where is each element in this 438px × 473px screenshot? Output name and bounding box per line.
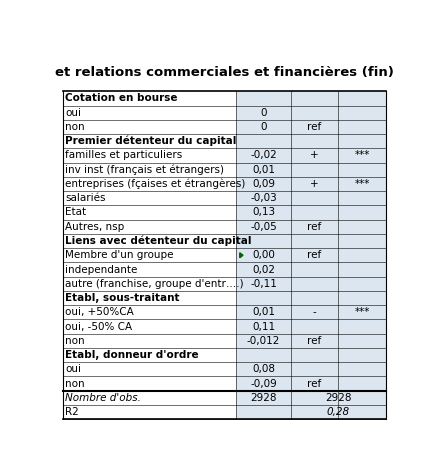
Bar (237, 163, 386, 177)
Text: +: + (310, 150, 319, 160)
Text: oui, -50% CA: oui, -50% CA (65, 322, 132, 332)
Text: 0,28: 0,28 (327, 407, 350, 417)
Text: 0,09: 0,09 (252, 179, 275, 189)
Text: 0,11: 0,11 (252, 322, 275, 332)
Text: -0,012: -0,012 (247, 336, 280, 346)
Text: Etabl, sous-traitant: Etabl, sous-traitant (65, 293, 180, 303)
Text: 0,00: 0,00 (252, 250, 275, 260)
Bar (237, 234, 386, 248)
Text: ref: ref (307, 122, 321, 132)
Text: entreprises (fçaises et étrangères): entreprises (fçaises et étrangères) (65, 179, 245, 189)
Bar (237, 91, 386, 105)
Text: autre (franchise, groupe d'entr….): autre (franchise, groupe d'entr….) (65, 279, 244, 289)
Text: oui: oui (65, 364, 81, 374)
Polygon shape (240, 253, 243, 258)
Bar (237, 277, 386, 291)
Text: 0,08: 0,08 (252, 364, 275, 374)
Bar (237, 205, 386, 219)
Text: Membre d'un groupe: Membre d'un groupe (65, 250, 173, 260)
Bar (237, 333, 386, 348)
Text: ***: *** (354, 307, 370, 317)
Bar (237, 134, 386, 149)
Bar (237, 105, 386, 120)
Text: -0,09: -0,09 (250, 378, 277, 388)
Bar (237, 248, 386, 263)
Text: +: + (310, 179, 319, 189)
Bar (237, 348, 386, 362)
Text: ***: *** (354, 150, 370, 160)
Bar (237, 319, 386, 333)
Text: independante: independante (65, 264, 137, 274)
Bar (237, 219, 386, 234)
Text: 0,01: 0,01 (252, 307, 275, 317)
Text: R2: R2 (65, 407, 79, 417)
Text: et relations commerciales et financières (fin): et relations commerciales et financières… (55, 66, 394, 79)
Text: non: non (65, 378, 85, 388)
Bar (237, 177, 386, 191)
Text: 2928: 2928 (250, 393, 277, 403)
Text: Autres, nsp: Autres, nsp (65, 222, 124, 232)
Bar (237, 291, 386, 305)
Text: Cotation en bourse: Cotation en bourse (65, 94, 177, 104)
Bar (237, 149, 386, 163)
Text: -0,05: -0,05 (250, 222, 277, 232)
Text: salariés: salariés (65, 193, 106, 203)
Text: familles et particuliers: familles et particuliers (65, 150, 182, 160)
Text: 0,01: 0,01 (252, 165, 275, 175)
Text: -: - (313, 307, 316, 317)
Text: -0,03: -0,03 (250, 193, 277, 203)
Bar (237, 305, 386, 319)
Text: Premier détenteur du capital: Premier détenteur du capital (65, 136, 237, 147)
Text: 0,13: 0,13 (252, 208, 275, 218)
Text: ref: ref (307, 378, 321, 388)
Text: ref: ref (307, 336, 321, 346)
Text: Etat: Etat (65, 208, 86, 218)
Bar (237, 391, 386, 405)
Text: ***: *** (354, 179, 370, 189)
Text: 2928: 2928 (325, 393, 351, 403)
Text: 0,02: 0,02 (252, 264, 275, 274)
Bar (237, 120, 386, 134)
Text: Liens avec détenteur du capital: Liens avec détenteur du capital (65, 236, 251, 246)
Text: 0: 0 (260, 122, 267, 132)
Text: ref: ref (307, 250, 321, 260)
Bar (237, 405, 386, 419)
Text: inv inst (français et étrangers): inv inst (français et étrangers) (65, 165, 224, 175)
Text: oui: oui (65, 108, 81, 118)
Bar (237, 191, 386, 205)
Text: Nombre d'obs.: Nombre d'obs. (65, 393, 141, 403)
Text: -0,02: -0,02 (250, 150, 277, 160)
Text: non: non (65, 336, 85, 346)
Bar (237, 377, 386, 391)
Text: oui, +50%CA: oui, +50%CA (65, 307, 134, 317)
Text: non: non (65, 122, 85, 132)
Text: ref: ref (307, 222, 321, 232)
Bar (237, 263, 386, 277)
Bar (237, 362, 386, 377)
Text: Etabl, donneur d'ordre: Etabl, donneur d'ordre (65, 350, 198, 360)
Text: 0: 0 (260, 108, 267, 118)
Text: -0,11: -0,11 (250, 279, 277, 289)
